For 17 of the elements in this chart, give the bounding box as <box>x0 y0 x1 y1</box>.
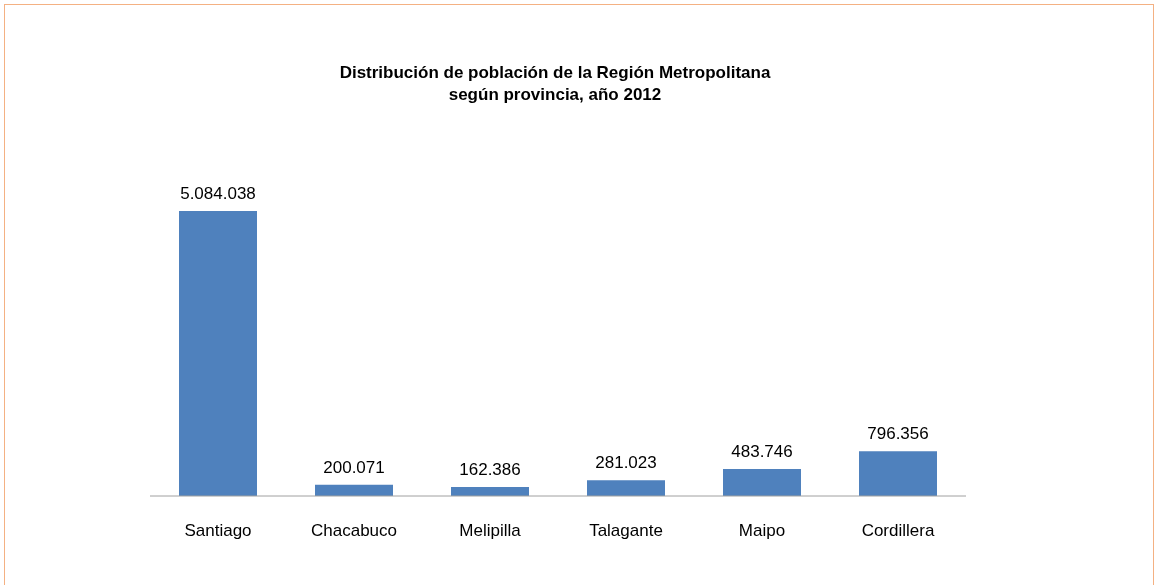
x-tick-label: Santiago <box>184 521 252 541</box>
x-tick-label: Talagante <box>589 521 663 541</box>
data-label: 200.071 <box>323 457 385 477</box>
data-label: 5.084.038 <box>180 184 256 203</box>
bar <box>179 211 257 496</box>
data-label: 281.023 <box>595 453 657 473</box>
x-tick-label: Cordillera <box>861 521 935 541</box>
x-tick-label: Melipilla <box>459 521 522 541</box>
x-tick-label: Maipo <box>738 521 786 541</box>
data-label: 796.356 <box>867 424 929 444</box>
data-label: 483.746 <box>731 441 793 461</box>
chart-title: Distribución de población de la Región Metropolitana según provincia, año 2012 <box>338 62 772 106</box>
x-tick-label: Chacabuco <box>310 521 398 541</box>
data-label: 162.386 <box>459 459 521 479</box>
bar <box>859 451 937 496</box>
bar <box>723 468 801 496</box>
bar <box>587 480 665 496</box>
